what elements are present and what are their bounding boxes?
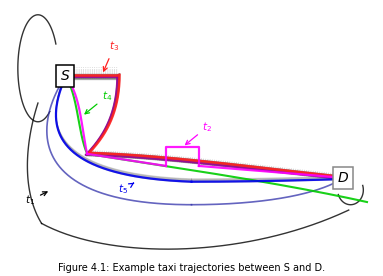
Text: $D$: $D$	[337, 171, 349, 185]
Text: Figure 4.1: Example taxi trajectories between S and D.: Figure 4.1: Example taxi trajectories be…	[58, 263, 325, 273]
Text: $t_3$: $t_3$	[103, 39, 119, 71]
Text: $t_1$: $t_1$	[25, 192, 47, 207]
Text: $t_2$: $t_2$	[186, 120, 213, 145]
Text: $t_5$: $t_5$	[118, 183, 134, 197]
Text: $S$: $S$	[60, 69, 70, 83]
Text: $t_4$: $t_4$	[85, 89, 112, 114]
